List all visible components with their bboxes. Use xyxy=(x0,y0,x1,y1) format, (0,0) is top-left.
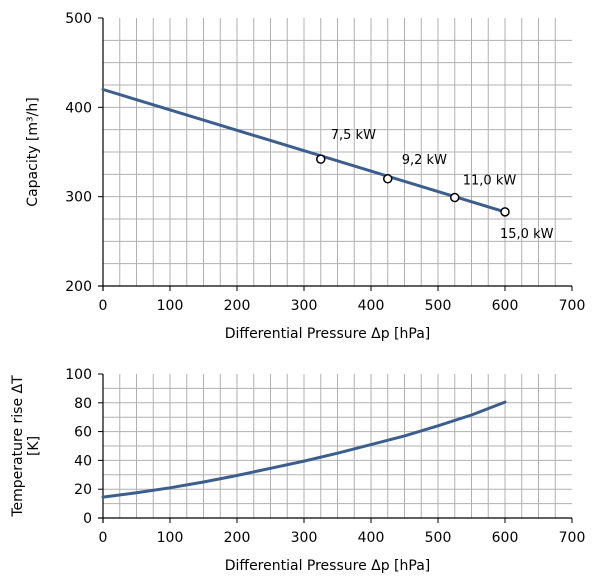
y-axis-title-line: Capacity [m³/h] xyxy=(25,97,41,206)
y-tick-label: 200 xyxy=(65,279,92,295)
x-tick-label: 500 xyxy=(425,298,452,314)
operating-point xyxy=(383,174,393,184)
y-axis-title-line: [K] xyxy=(26,436,42,456)
x-tick-label: 400 xyxy=(358,530,385,546)
y-tick-label: 60 xyxy=(74,425,92,441)
x-tick-label: 100 xyxy=(157,530,184,546)
operating-point xyxy=(450,192,460,203)
series-line xyxy=(101,400,507,499)
x-tick-label: 400 xyxy=(358,298,385,314)
operating-point xyxy=(500,207,510,217)
x-tick-label: 600 xyxy=(492,298,519,314)
y-tick-label: 80 xyxy=(74,396,92,412)
y-tick-label: 20 xyxy=(74,482,92,498)
x-tick-label: 300 xyxy=(291,530,318,546)
x-tick-label: 0 xyxy=(99,530,108,546)
x-tick-label: 200 xyxy=(224,298,251,314)
y-axis-title-line: Temperature rise ΔT xyxy=(10,375,26,518)
grid xyxy=(103,18,572,286)
y-tick-label: 500 xyxy=(65,11,92,27)
x-tick-label: 200 xyxy=(224,530,251,546)
y-tick-label: 0 xyxy=(83,511,92,527)
operating-point-label: 7,5 kW xyxy=(331,128,376,143)
capacity-chart: 0 100 200 300 400 500 600 700 200 300 400 500 Differ… xyxy=(25,11,585,342)
y-axis-title: Capacity [m³/h] xyxy=(25,97,41,206)
x-tick-label: 500 xyxy=(425,530,452,546)
grid xyxy=(103,374,572,518)
operating-point xyxy=(316,154,326,164)
x-tick-label: 300 xyxy=(291,298,318,314)
y-axis-title: Temperature rise ΔT[K] xyxy=(10,375,42,518)
x-axis-title: Differential Pressure Δp [hPa] xyxy=(225,326,431,342)
x-tick-label: 700 xyxy=(559,530,586,546)
x-axis-title: Differential Pressure Δp [hPa] xyxy=(225,558,431,574)
y-tick-label: 400 xyxy=(65,100,92,116)
x-tick-label: 600 xyxy=(492,530,519,546)
y-tick-label: 40 xyxy=(74,453,92,469)
operating-point-label: 9,2 kW xyxy=(402,153,447,168)
y-tick-label: 100 xyxy=(65,367,92,383)
temperature-rise-chart: 0 100 200 300 400 500 600 700 0 20 40 60 80 100 Differ… xyxy=(10,367,585,574)
y-tick-label: 300 xyxy=(65,190,92,206)
x-tick-label: 700 xyxy=(559,298,586,314)
x-tick-label: 0 xyxy=(99,298,108,314)
operating-point-label: 15,0 kW xyxy=(500,227,554,242)
operating-point-label: 11,0 kW xyxy=(463,174,517,189)
x-tick-label: 100 xyxy=(157,298,184,314)
series-line xyxy=(101,88,507,214)
